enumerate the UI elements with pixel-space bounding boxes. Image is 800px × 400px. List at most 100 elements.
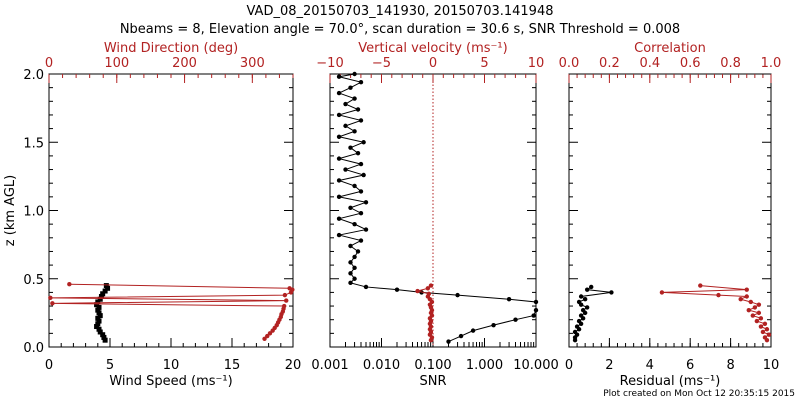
wind-wind-speed-point — [95, 299, 101, 305]
residual-top-tick-label: 0.2 — [599, 56, 620, 71]
wind-wind-speed-point — [96, 326, 102, 332]
wind-top-axis-label: Wind Direction (deg) — [104, 41, 238, 56]
y-tick-label: 0.0 — [23, 341, 44, 356]
residual-bottom-tick-label: 0 — [565, 358, 573, 373]
panel-residual: 0 2 4 6 8 10 Residual (ms⁻¹) 0.0 0.2 0.4 0.6 0.8 1.0… — [559, 41, 782, 389]
wind-bottom-tick-label: 20 — [285, 358, 302, 373]
snr-bottom-tick-label: 0.100 — [414, 358, 451, 373]
residual-correlation-point — [752, 305, 758, 310]
residual-top-tick-label: 0.8 — [720, 56, 741, 71]
snr-snr-point — [361, 172, 366, 178]
snr-bottom-tick-label: 10.000 — [513, 358, 559, 373]
wind-wind-speed-point — [97, 313, 103, 319]
snr-snr-point — [343, 123, 348, 129]
residual-bottom-tick-label: 10 — [763, 358, 780, 373]
wind-wind-speed-point — [102, 337, 108, 343]
snr-snr-line — [337, 73, 537, 342]
residual-bottom-tick-label: 8 — [726, 358, 734, 373]
snr-top-tick-label: −10 — [316, 56, 343, 71]
wind-wind-speed-point — [102, 288, 108, 294]
snr-bottom-axis-label: SNR — [419, 374, 446, 389]
snr-snr-point — [533, 307, 539, 313]
wind-bottom-tick-label: 10 — [163, 358, 180, 373]
y-tick-label: 1.0 — [23, 205, 44, 220]
residual-residual-point — [572, 329, 578, 335]
residual-residual-point — [609, 290, 614, 295]
y-tick-label: 1.5 — [23, 136, 44, 151]
wind-top-tick-label: 100 — [104, 56, 129, 71]
snr-snr-point — [352, 183, 357, 189]
snr-snr-point — [336, 112, 342, 118]
wind-bottom-axis-label: Wind Speed (ms⁻¹) — [109, 374, 232, 389]
residual-correlation-point — [762, 321, 768, 326]
residual-residual-point — [584, 287, 590, 292]
snr-snr-point — [513, 317, 518, 322]
snr-snr-point — [455, 292, 460, 298]
wind-wind-speed-point — [105, 285, 111, 291]
snr-snr-point — [394, 287, 400, 292]
residual-top-tick-label: 0.0 — [559, 56, 580, 71]
wind-wind-speed-point — [97, 296, 103, 302]
wind-wind-speed-point — [97, 329, 103, 335]
snr-vertical-velocity-point — [428, 283, 434, 288]
snr-snr-point — [363, 284, 369, 290]
panel-snr: 0.001 0.010 0.100 1.000 10.000 SNR −10 −5 0 5 10 Ve… — [311, 41, 558, 389]
residual-correlation-point — [744, 294, 749, 299]
snr-snr-point — [358, 118, 364, 123]
residual-residual-point — [576, 299, 582, 305]
residual-correlation-point — [758, 316, 764, 321]
snr-snr-point — [352, 221, 357, 227]
snr-snr-point — [470, 328, 476, 333]
residual-correlation-point — [756, 310, 762, 316]
y-tick-label: 0.5 — [23, 273, 44, 288]
snr-bottom-tick-label: 0.001 — [311, 358, 348, 373]
snr-snr-point — [336, 74, 342, 79]
residual-correlation-point — [698, 283, 703, 288]
residual-residual-point — [578, 313, 584, 318]
wind-wind-speed-point — [95, 321, 101, 327]
residual-correlation-point — [744, 287, 749, 292]
snr-snr-point — [446, 339, 451, 344]
snr-snr-point — [348, 280, 353, 286]
wind-wind-direction-point — [267, 331, 273, 336]
snr-snr-point — [358, 238, 364, 243]
snr-snr-point — [531, 313, 536, 318]
snr-snr-point — [343, 101, 348, 107]
snr-snr-point — [343, 167, 348, 172]
snr-snr-point — [336, 232, 342, 238]
wind-top-tick-label: 0 — [45, 56, 53, 71]
wind-wind-speed-point — [103, 283, 109, 289]
snr-snr-point — [355, 249, 361, 254]
snr-snr-point — [355, 107, 361, 112]
wind-wind-direction-point — [262, 336, 267, 342]
residual-residual-point — [589, 284, 594, 290]
residual-correlation-point — [764, 327, 770, 332]
residual-correlation-point — [760, 329, 766, 335]
wind-wind-speed-point — [96, 304, 102, 310]
residual-bottom-axis-label: Residual (ms⁻¹) — [620, 374, 721, 389]
wind-wind-speed-point — [94, 324, 100, 330]
snr-snr-point — [358, 211, 364, 216]
residual-correlation-point — [756, 302, 762, 307]
wind-wind-speed-point — [98, 293, 104, 299]
snr-snr-point — [491, 322, 496, 328]
residual-bottom-tick-label: 4 — [646, 358, 654, 373]
wind-wind-direction-point — [48, 295, 53, 301]
snr-snr-point — [336, 178, 342, 183]
figure-title-line2: Nbeams = 8, Elevation angle = 70.0°, sca… — [120, 22, 680, 37]
y-axis-label: z (km AGL) — [3, 175, 18, 246]
wind-wind-speed-point — [94, 302, 100, 308]
snr-snr-point — [336, 156, 342, 161]
residual-correlation-point — [750, 313, 756, 318]
snr-snr-point — [348, 145, 353, 150]
residual-residual-point — [574, 324, 580, 329]
residual-correlation-point — [762, 335, 768, 340]
residual-correlation-point — [766, 332, 772, 337]
snr-vertical-velocity-point — [426, 291, 432, 296]
snr-snr-point — [352, 254, 357, 260]
residual-correlation-point — [716, 292, 721, 298]
snr-snr-point — [363, 227, 369, 232]
residual-residual-point — [582, 297, 588, 302]
snr-snr-point — [352, 265, 357, 271]
